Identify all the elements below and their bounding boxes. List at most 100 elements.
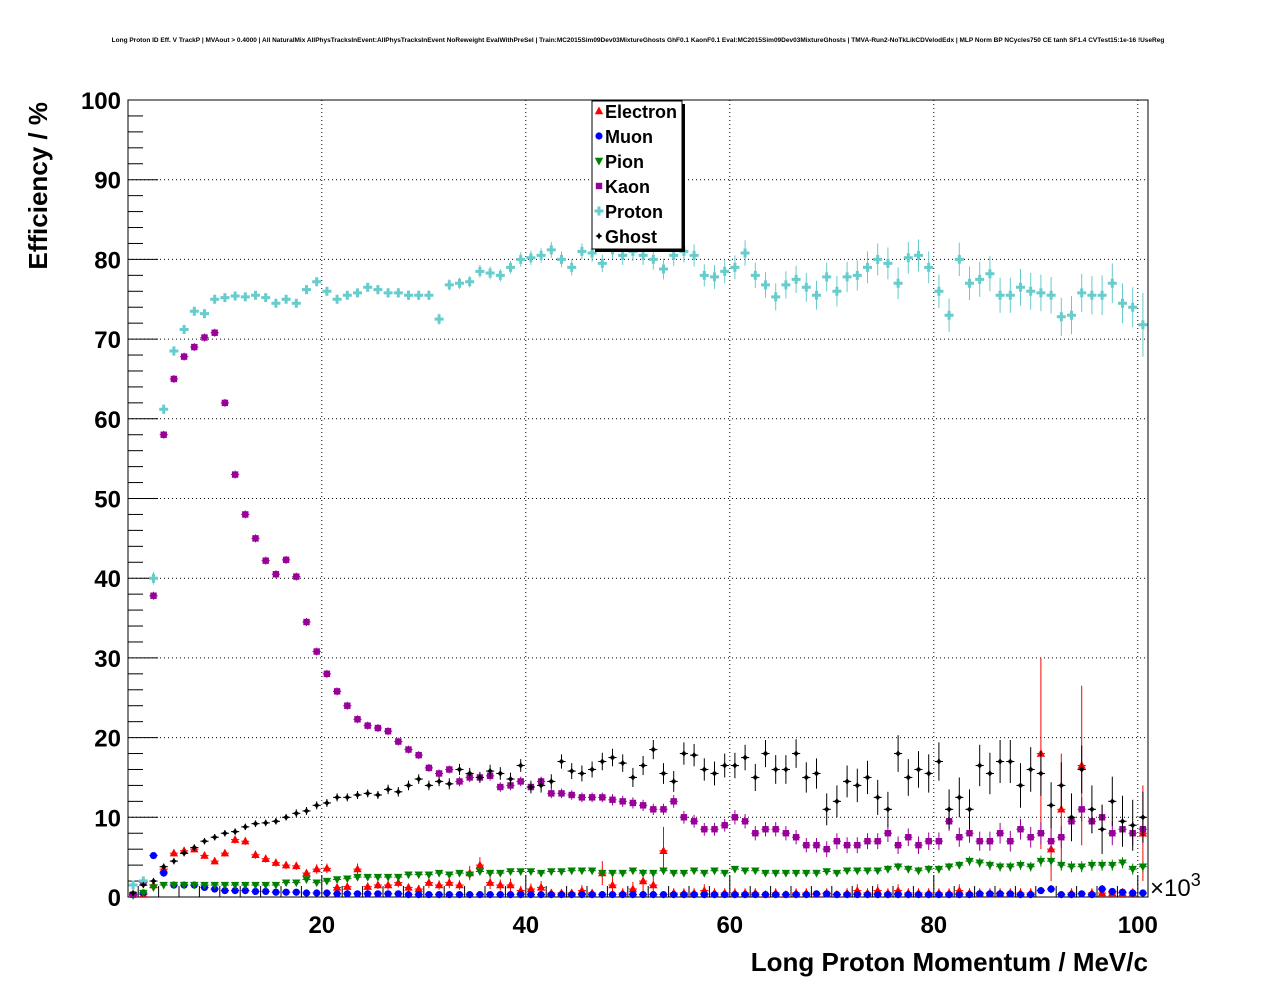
data-point-muon — [1016, 891, 1025, 899]
data-point-electron — [230, 835, 240, 843]
data-point-kaon — [619, 798, 626, 805]
data-point-electron — [383, 880, 393, 889]
data-point-pion — [241, 881, 250, 890]
data-point-electron — [1057, 804, 1066, 813]
data-point-proton — [332, 294, 342, 304]
data-point-pion — [812, 869, 821, 878]
legend: Electron Muon Pion Kaon Proton Ghost — [591, 100, 685, 252]
x-tick-label-2: 60 — [716, 912, 743, 939]
data-point-ghost — [588, 765, 596, 773]
data-point-kaon — [823, 845, 830, 853]
data-point-muon — [1006, 890, 1014, 898]
data-point-pion — [934, 865, 944, 874]
data-point-muon — [792, 891, 800, 899]
x-axis-exponent-base: ×10 — [1150, 875, 1191, 902]
data-point-muon — [670, 891, 678, 899]
data-point-proton — [526, 253, 536, 263]
data-point-kaon — [599, 794, 606, 801]
data-point-muon — [445, 891, 453, 899]
data-point-kaon — [629, 799, 637, 807]
data-point-pion — [292, 879, 301, 888]
data-point-pion — [312, 879, 321, 888]
data-point-muon — [629, 891, 637, 899]
data-point-proton — [363, 282, 373, 292]
legend-box — [591, 100, 683, 250]
legend-marker-muon — [595, 132, 603, 140]
data-point-pion — [893, 863, 903, 872]
legend-label: Proton — [605, 202, 663, 222]
data-point-ghost — [435, 777, 443, 785]
data-point-muon — [823, 890, 831, 898]
data-point-kaon — [925, 838, 932, 845]
data-point-kaon — [772, 826, 779, 833]
data-point-ghost — [660, 769, 667, 777]
data-point-ghost — [874, 793, 882, 801]
data-point-muon — [833, 891, 841, 899]
data-point-ghost — [201, 837, 208, 845]
data-point-kaon — [262, 557, 269, 564]
data-point-ghost — [619, 759, 627, 767]
data-point-electron — [281, 860, 291, 869]
data-point-kaon — [894, 841, 902, 849]
data-point-kaon — [1078, 806, 1085, 813]
data-point-proton — [1118, 298, 1127, 308]
data-point-proton — [240, 292, 250, 302]
data-point-kaon — [874, 838, 881, 845]
data-point-ghost — [731, 761, 739, 769]
data-point-kaon — [221, 399, 229, 407]
data-point-proton — [516, 254, 526, 264]
data-point-electron — [526, 884, 536, 893]
data-point-proton — [863, 262, 872, 272]
data-point-pion — [465, 871, 474, 880]
data-point-proton — [924, 262, 934, 272]
data-point-kaon — [425, 764, 433, 772]
data-point-pion — [251, 881, 260, 890]
data-point-ghost — [884, 805, 892, 813]
data-point-proton — [618, 250, 628, 260]
data-point-ghost — [904, 773, 912, 781]
data-point-muon — [262, 887, 270, 896]
y-tick-label-8: 80 — [94, 247, 121, 274]
data-point-electron — [496, 880, 505, 889]
data-point-muon — [231, 887, 239, 895]
data-point-ghost — [354, 791, 361, 799]
x-axis-exponent: ×103 — [1150, 870, 1201, 902]
data-point-pion — [536, 869, 546, 878]
data-point-kaon — [986, 838, 994, 845]
data-point-proton — [934, 286, 944, 296]
data-point-pion — [414, 871, 423, 880]
data-point-proton — [893, 278, 903, 288]
data-point-ghost — [1068, 813, 1075, 821]
data-point-muon — [506, 891, 515, 899]
data-point-kaon — [966, 830, 973, 837]
data-point-pion — [628, 867, 638, 876]
data-point-pion — [751, 867, 760, 876]
data-point-muon — [435, 891, 443, 899]
data-point-kaon — [201, 334, 208, 341]
data-point-proton — [485, 268, 495, 278]
data-point-kaon — [242, 511, 249, 518]
data-point-pion — [802, 869, 811, 878]
data-point-proton — [638, 250, 648, 260]
data-point-proton — [495, 270, 505, 280]
data-point-muon — [343, 890, 351, 898]
data-point-electron — [649, 880, 658, 889]
data-point-kaon — [578, 794, 586, 801]
data-point-muon — [802, 891, 810, 899]
data-point-kaon — [1027, 834, 1034, 841]
data-point-kaon — [680, 814, 688, 821]
data-point-ghost — [558, 758, 565, 766]
data-point-proton — [1046, 290, 1056, 300]
data-point-proton — [189, 306, 199, 316]
data-point-proton — [914, 250, 923, 260]
data-point-muon — [160, 869, 168, 877]
series-ghost — [129, 735, 1147, 897]
y-tick-label-10: 100 — [81, 88, 121, 115]
data-point-kaon — [558, 790, 565, 797]
data-point-kaon — [446, 766, 453, 773]
data-point-muon — [751, 891, 759, 899]
data-point-proton — [404, 290, 413, 300]
data-point-proton — [699, 270, 709, 280]
data-point-pion — [383, 873, 393, 882]
data-point-pion — [424, 871, 434, 880]
